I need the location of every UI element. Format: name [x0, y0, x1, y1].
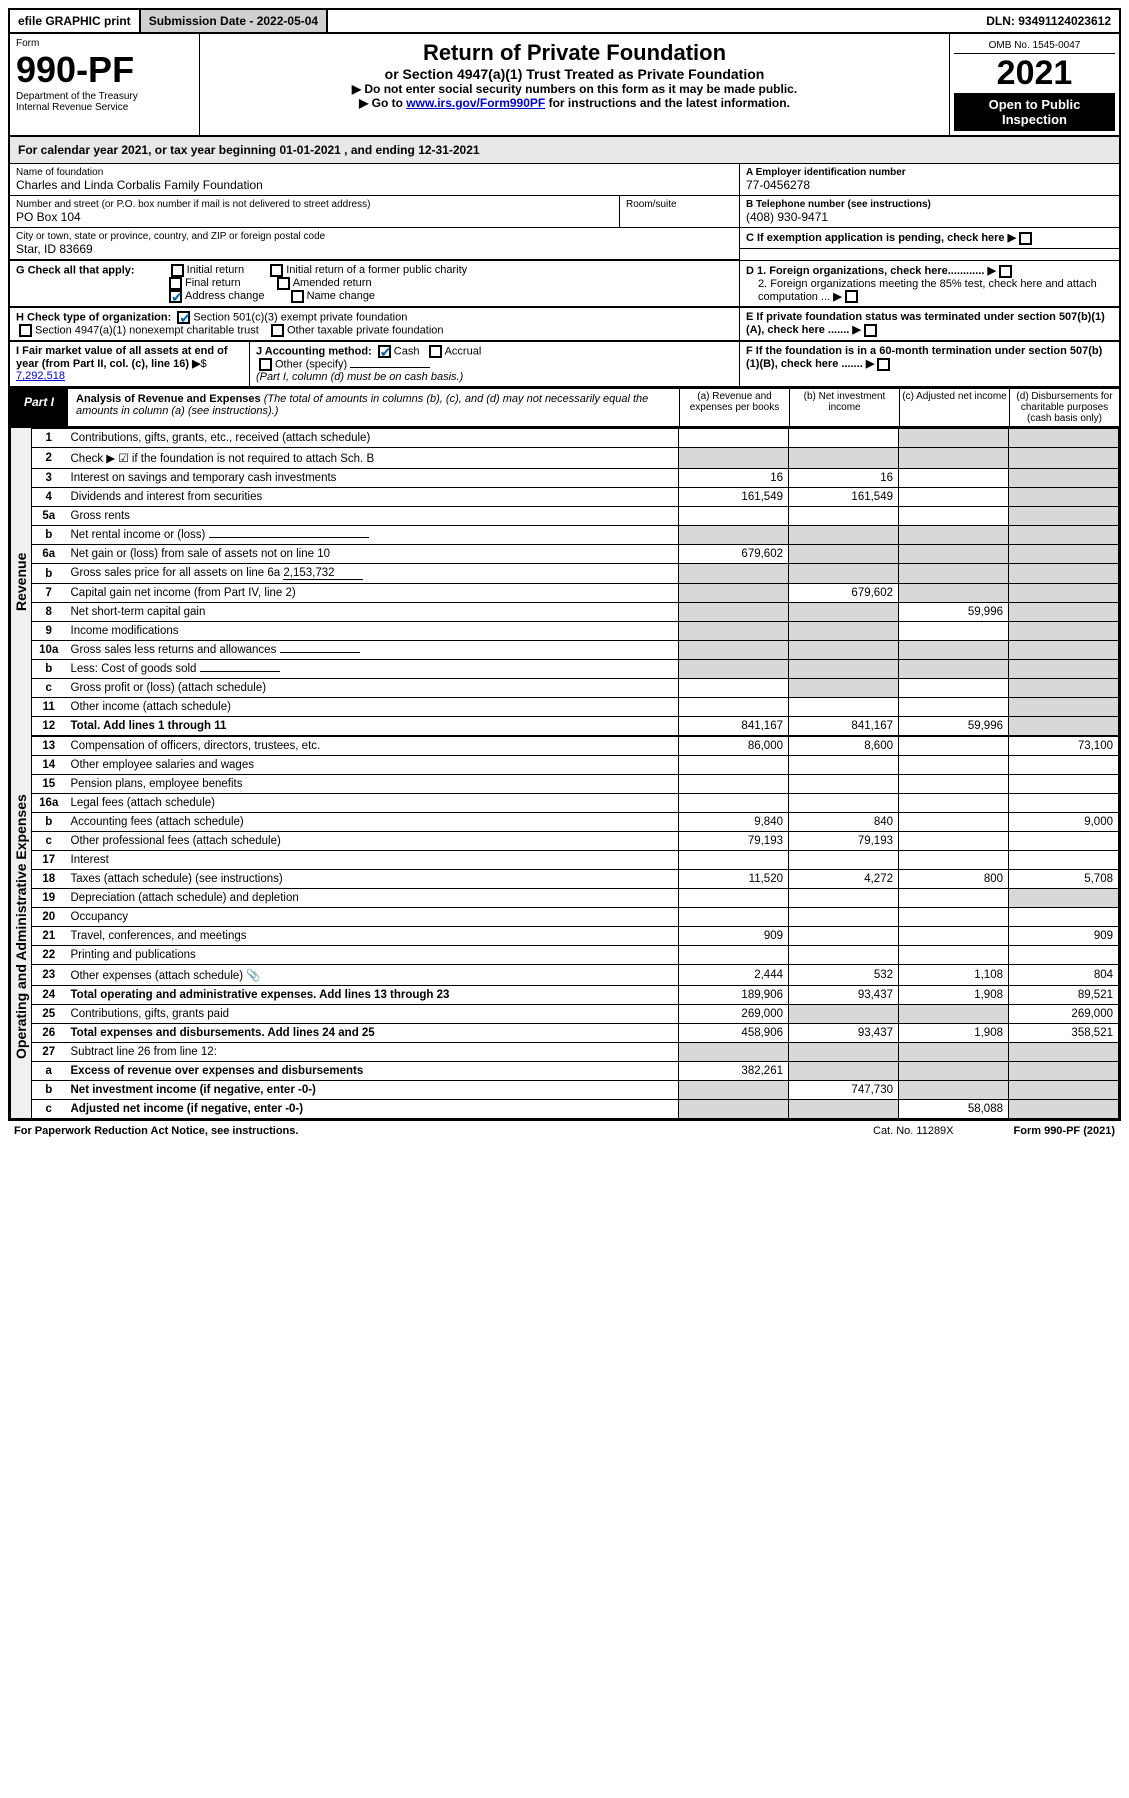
city-state-zip: Star, ID 83669 — [16, 242, 733, 256]
row-g-d: G Check all that apply: Initial return I… — [10, 260, 1119, 307]
pra-notice: For Paperwork Reduction Act Notice, see … — [14, 1125, 298, 1137]
box-c: C If exemption application is pending, c… — [740, 228, 1119, 249]
chk-f[interactable] — [877, 358, 890, 371]
chk-initial[interactable] — [171, 264, 184, 277]
chk-cash[interactable] — [378, 345, 391, 358]
cat-no: Cat. No. 11289X — [873, 1125, 954, 1137]
instr-2: ▶ Go to www.irs.gov/Form990PF for instru… — [206, 96, 943, 110]
foundation-name: Charles and Linda Corbalis Family Founda… — [16, 178, 733, 192]
col-d-hdr: (d) Disbursements for charitable purpose… — [1009, 389, 1119, 426]
expenses-side-label: Operating and Administrative Expenses — [10, 736, 31, 1119]
chk-accrual[interactable] — [429, 345, 442, 358]
expenses-table: 13Compensation of officers, directors, t… — [31, 736, 1119, 1119]
chk-d1[interactable] — [999, 265, 1012, 278]
name-label: Name of foundation — [16, 167, 733, 178]
form-subtitle: or Section 4947(a)(1) Trust Treated as P… — [206, 66, 943, 82]
street-address: PO Box 104 — [16, 210, 613, 224]
form-ref: Form 990-PF (2021) — [1014, 1125, 1115, 1137]
top-bar: efile GRAPHIC print Submission Date - 20… — [10, 10, 1119, 34]
omb: OMB No. 1545-0047 — [954, 38, 1115, 54]
form-title: Return of Private Foundation — [206, 40, 943, 66]
part1-body: Revenue 1Contributions, gifts, grants, e… — [10, 428, 1119, 736]
submission-date: Submission Date - 2022-05-04 — [141, 10, 328, 32]
j-label: J Accounting method: — [256, 346, 372, 358]
form-word: Form — [16, 38, 193, 49]
city-label: City or town, state or province, country… — [16, 231, 733, 242]
open-to-public: Open to Public Inspection — [954, 93, 1115, 131]
telephone: (408) 930-9471 — [746, 210, 1113, 224]
chk-amended[interactable] — [277, 277, 290, 290]
chk-other-taxable[interactable] — [271, 324, 284, 337]
form-number: 990-PF — [16, 49, 193, 91]
tel-label: B Telephone number (see instructions) — [746, 199, 1113, 210]
revenue-table: 1Contributions, gifts, grants, etc., rec… — [31, 428, 1119, 736]
dept: Department of the Treasury — [16, 91, 193, 102]
chk-initial-former[interactable] — [270, 264, 283, 277]
dln: DLN: 93491124023612 — [978, 10, 1119, 32]
col-a-hdr: (a) Revenue and expenses per books — [679, 389, 789, 426]
form-header: Form 990-PF Department of the Treasury I… — [10, 34, 1119, 135]
chk-name-change[interactable] — [291, 290, 304, 303]
row-h-e: H Check type of organization: Section 50… — [10, 307, 1119, 341]
ein-label: A Employer identification number — [746, 167, 1113, 178]
instr-1: ▶ Do not enter social security numbers o… — [206, 82, 943, 96]
g-label: G Check all that apply: — [16, 264, 135, 276]
attach-icon[interactable]: 📎 — [246, 970, 260, 982]
ein: 77-0456278 — [746, 178, 1113, 192]
efile-print[interactable]: efile GRAPHIC print — [10, 10, 141, 32]
fmv-link[interactable]: 7,292,518 — [16, 370, 65, 382]
chk-d2[interactable] — [845, 290, 858, 303]
room-label: Room/suite — [626, 199, 733, 210]
chk-501c3[interactable] — [177, 311, 190, 324]
h-label: H Check type of organization: — [16, 312, 171, 324]
irs: Internal Revenue Service — [16, 102, 193, 113]
part1-header: Part I Analysis of Revenue and Expenses … — [10, 387, 1119, 428]
revenue-side-label: Revenue — [10, 428, 31, 736]
addr-label: Number and street (or P.O. box number if… — [16, 199, 613, 210]
chk-4947[interactable] — [19, 324, 32, 337]
form-container: efile GRAPHIC print Submission Date - 20… — [8, 8, 1121, 1121]
chk-address-change[interactable] — [169, 290, 182, 303]
part1-tag: Part I — [10, 389, 68, 426]
chk-e[interactable] — [864, 324, 877, 337]
col-b-hdr: (b) Net investment income — [789, 389, 899, 426]
irs-link[interactable]: www.irs.gov/Form990PF — [406, 96, 545, 110]
expenses-section: Operating and Administrative Expenses 13… — [10, 736, 1119, 1119]
col-c-hdr: (c) Adjusted net income — [899, 389, 1009, 426]
checkbox-c[interactable] — [1019, 232, 1032, 245]
part1-title: Analysis of Revenue and Expenses — [76, 393, 261, 405]
identification-block: Name of foundation Charles and Linda Cor… — [10, 163, 1119, 260]
row-ij-f: I Fair market value of all assets at end… — [10, 341, 1119, 387]
tax-year: 2021 — [954, 54, 1115, 93]
page-footer: For Paperwork Reduction Act Notice, see … — [8, 1121, 1121, 1141]
chk-other-method[interactable] — [259, 358, 272, 371]
calendar-year-row: For calendar year 2021, or tax year begi… — [10, 135, 1119, 163]
